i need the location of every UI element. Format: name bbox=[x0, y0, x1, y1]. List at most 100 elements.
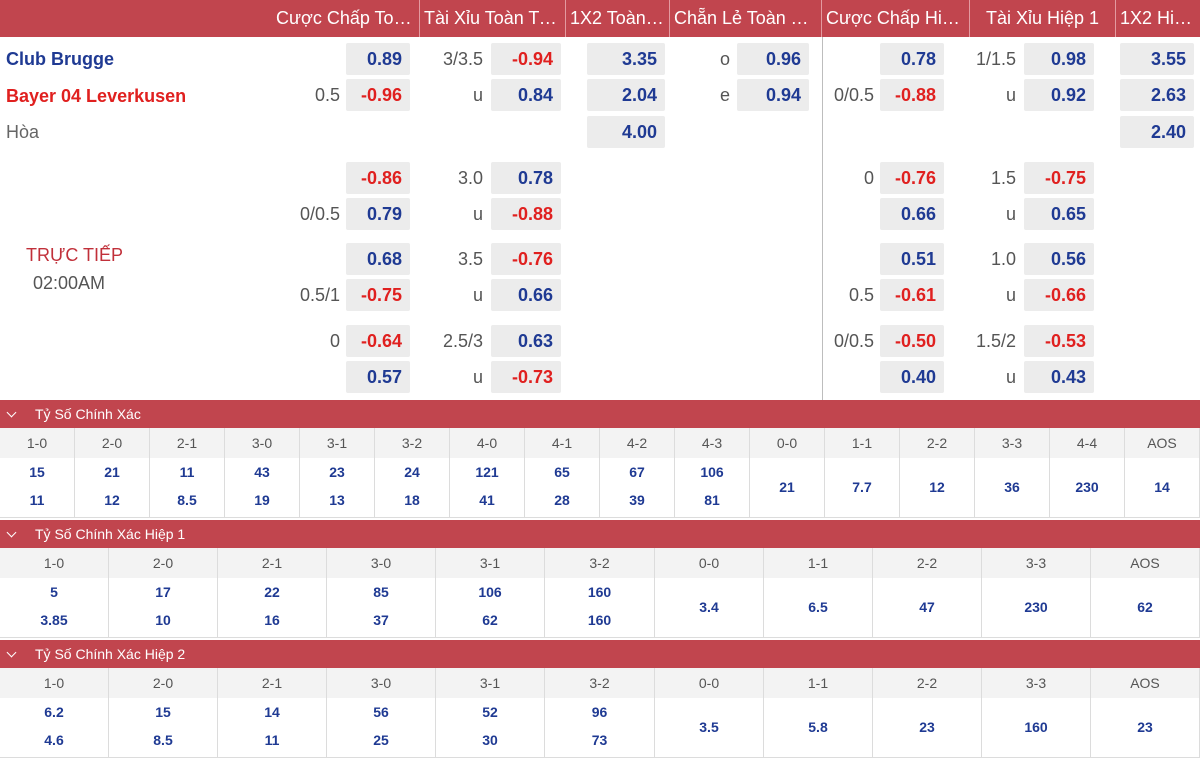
score-odd-value[interactable]: 36 bbox=[1004, 479, 1020, 495]
score-odd-value[interactable]: 85 bbox=[373, 584, 389, 600]
alt-odd-button[interactable]: 0.63 bbox=[491, 325, 561, 357]
score-odd-value[interactable]: 21 bbox=[779, 479, 795, 495]
alt-odd-button[interactable]: -0.50 bbox=[880, 325, 944, 357]
score-odd-value[interactable]: 81 bbox=[704, 492, 720, 508]
score-odd-value[interactable]: 4.6 bbox=[44, 732, 64, 748]
alt-odd-button[interactable]: -0.61 bbox=[880, 279, 944, 311]
alt-odd-button[interactable]: -0.66 bbox=[1024, 279, 1094, 311]
score-odds-cell[interactable]: 67 39 bbox=[600, 458, 675, 518]
score-odd-value[interactable]: 23 bbox=[329, 464, 345, 480]
score-odds-cell[interactable]: 6.5 bbox=[764, 578, 873, 638]
score-odd-value[interactable]: 160 bbox=[587, 612, 612, 628]
score-odd-value[interactable]: 11 bbox=[29, 492, 45, 508]
score-odds-cell[interactable]: 121 41 bbox=[450, 458, 525, 518]
alt-odd-button[interactable]: -0.86 bbox=[346, 162, 410, 194]
score-odds-cell[interactable]: 106 62 bbox=[436, 578, 545, 638]
score-odd-value[interactable]: 3.4 bbox=[699, 599, 719, 615]
score-odd-value[interactable]: 12 bbox=[104, 492, 120, 508]
alt-odd-button[interactable]: -0.88 bbox=[491, 198, 561, 230]
score-odd-value[interactable]: 47 bbox=[919, 599, 935, 615]
score-odds-cell[interactable]: 52 30 bbox=[436, 698, 545, 758]
h1-1x2-draw-odd[interactable]: 2.40 bbox=[1120, 116, 1194, 148]
score-odd-value[interactable]: 65 bbox=[554, 464, 570, 480]
alt-odd-button[interactable]: 0.78 bbox=[491, 162, 561, 194]
score-odd-value[interactable]: 160 bbox=[1024, 719, 1048, 735]
score-odd-value[interactable]: 106 bbox=[478, 584, 502, 600]
ft-1x2-draw-odd[interactable]: 4.00 bbox=[587, 116, 665, 148]
score-odd-value[interactable]: 23 bbox=[1137, 719, 1153, 735]
alt-odd-button[interactable]: -0.76 bbox=[880, 162, 944, 194]
ft-odd-odd[interactable]: 0.96 bbox=[737, 43, 809, 75]
score-odd-value[interactable]: 5.8 bbox=[808, 719, 828, 735]
alt-odd-button[interactable]: 0.40 bbox=[880, 361, 944, 393]
score-odd-value[interactable]: 21 bbox=[104, 464, 120, 480]
score-odds-cell[interactable]: 65 28 bbox=[525, 458, 600, 518]
score-odd-value[interactable]: 13 bbox=[329, 492, 345, 508]
ft-handicap-home-odd[interactable]: 0.89 bbox=[346, 43, 410, 75]
score-odds-cell[interactable]: 23 bbox=[873, 698, 982, 758]
score-odds-cell[interactable]: 22 16 bbox=[218, 578, 327, 638]
correct-score-h1-header[interactable]: Tỷ Số Chính Xác Hiệp 1 bbox=[0, 520, 1200, 548]
score-odd-value[interactable]: 18 bbox=[404, 492, 420, 508]
score-odd-value[interactable]: 14 bbox=[264, 704, 280, 720]
score-odd-value[interactable]: 10 bbox=[155, 612, 171, 628]
score-odds-cell[interactable]: 36 bbox=[975, 458, 1050, 518]
score-odd-value[interactable]: 14 bbox=[1154, 479, 1170, 495]
alt-odd-button[interactable]: 0.79 bbox=[346, 198, 410, 230]
score-odd-value[interactable]: 43 bbox=[254, 464, 270, 480]
score-odds-cell[interactable]: 17 10 bbox=[109, 578, 218, 638]
score-odds-cell[interactable]: 160 bbox=[982, 698, 1091, 758]
score-odd-value[interactable]: 15 bbox=[29, 464, 45, 480]
score-odds-cell[interactable]: 62 bbox=[1091, 578, 1200, 638]
score-odd-value[interactable]: 7.7 bbox=[852, 479, 872, 495]
score-odds-cell[interactable]: 14 11 bbox=[218, 698, 327, 758]
h1-1x2-home-odd[interactable]: 3.55 bbox=[1120, 43, 1194, 75]
alt-odd-button[interactable]: 0.68 bbox=[346, 243, 410, 275]
alt-odd-button[interactable]: 0.51 bbox=[880, 243, 944, 275]
ft-1x2-home-odd[interactable]: 3.35 bbox=[587, 43, 665, 75]
correct-score-header[interactable]: Tỷ Số Chính Xác bbox=[0, 400, 1200, 428]
score-odd-value[interactable]: 12 bbox=[929, 479, 945, 495]
score-odd-value[interactable]: 56 bbox=[373, 704, 389, 720]
score-odd-value[interactable]: 73 bbox=[591, 732, 608, 748]
h1-ou-over-odd[interactable]: 0.98 bbox=[1024, 43, 1094, 75]
score-odds-cell[interactable]: 6.2 4.6 bbox=[0, 698, 109, 758]
h1-ou-under-odd[interactable]: 0.92 bbox=[1024, 79, 1094, 111]
score-odds-cell[interactable]: 23 bbox=[1091, 698, 1200, 758]
score-odd-value[interactable]: 121 bbox=[475, 464, 499, 480]
score-odds-cell[interactable]: 23 13 bbox=[300, 458, 375, 518]
alt-odd-button[interactable]: -0.73 bbox=[491, 361, 561, 393]
score-odds-cell[interactable]: 47 bbox=[873, 578, 982, 638]
ft-ou-over-odd[interactable]: -0.94 bbox=[491, 43, 561, 75]
score-odd-value[interactable]: 23 bbox=[919, 719, 935, 735]
alt-odd-button[interactable]: -0.64 bbox=[346, 325, 410, 357]
alt-odd-button[interactable]: -0.75 bbox=[1024, 162, 1094, 194]
alt-odd-button[interactable]: 0.65 bbox=[1024, 198, 1094, 230]
ft-handicap-away-odd[interactable]: -0.96 bbox=[346, 79, 410, 111]
score-odd-value[interactable]: 52 bbox=[482, 704, 498, 720]
score-odd-value[interactable]: 19 bbox=[254, 492, 270, 508]
score-odds-cell[interactable]: 160 160 bbox=[545, 578, 655, 638]
score-odd-value[interactable]: 3.5 bbox=[699, 719, 719, 735]
score-odd-value[interactable]: 15 bbox=[155, 704, 171, 720]
alt-odd-button[interactable]: 0.66 bbox=[880, 198, 944, 230]
score-odds-cell[interactable]: 7.7 bbox=[825, 458, 900, 518]
score-odd-value[interactable]: 230 bbox=[1075, 479, 1099, 495]
score-odd-value[interactable]: 230 bbox=[1024, 599, 1048, 615]
score-odds-cell[interactable]: 230 bbox=[982, 578, 1091, 638]
alt-odd-button[interactable]: -0.76 bbox=[491, 243, 561, 275]
score-odds-cell[interactable]: 56 25 bbox=[327, 698, 436, 758]
score-odds-cell[interactable]: 12 bbox=[900, 458, 975, 518]
score-odds-cell[interactable]: 3.5 bbox=[655, 698, 764, 758]
ft-even-odd[interactable]: 0.94 bbox=[737, 79, 809, 111]
score-odds-cell[interactable]: 3.4 bbox=[655, 578, 764, 638]
score-odd-value[interactable]: 22 bbox=[264, 584, 280, 600]
score-odd-value[interactable]: 41 bbox=[479, 492, 495, 508]
alt-odd-button[interactable]: -0.53 bbox=[1024, 325, 1094, 357]
score-odd-value[interactable]: 5 bbox=[50, 584, 58, 600]
score-odd-value[interactable]: 37 bbox=[373, 612, 389, 628]
score-odd-value[interactable]: 3.85 bbox=[40, 612, 68, 628]
chevron-down-icon[interactable] bbox=[6, 407, 17, 418]
score-odds-cell[interactable]: 11 8.5 bbox=[150, 458, 225, 518]
score-odd-value[interactable]: 28 bbox=[554, 492, 570, 508]
